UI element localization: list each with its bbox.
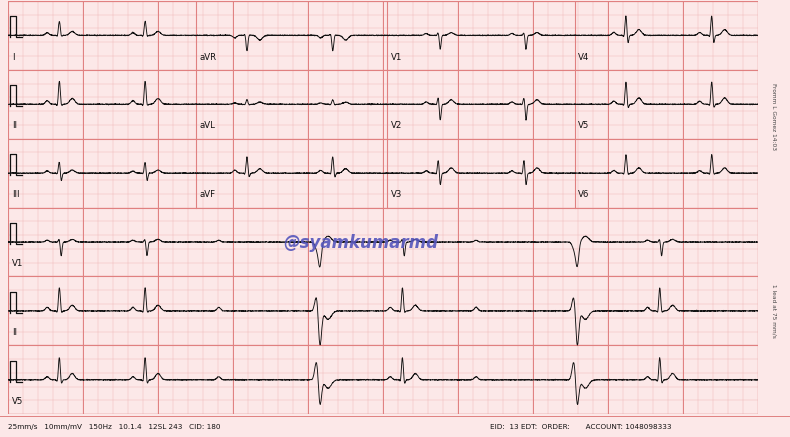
Text: V1: V1 (390, 52, 402, 62)
Text: Fromm L Gomez 14:03: Fromm L Gomez 14:03 (771, 83, 777, 150)
Text: V3: V3 (390, 190, 402, 199)
Text: 1 lead at 75 mm/s: 1 lead at 75 mm/s (771, 284, 777, 338)
Text: V4: V4 (578, 52, 589, 62)
Text: V1: V1 (12, 259, 23, 268)
Text: III: III (12, 190, 19, 199)
Text: aVF: aVF (199, 190, 216, 199)
Text: aVL: aVL (199, 121, 215, 130)
Text: 25mm/s   10mm/mV   150Hz   10.1.4   12SL 243   CID: 180: 25mm/s 10mm/mV 150Hz 10.1.4 12SL 243 CID… (8, 424, 220, 430)
Text: EID:  13 EDT:  ORDER:       ACCOUNT: 1048098333: EID: 13 EDT: ORDER: ACCOUNT: 1048098333 (490, 424, 672, 430)
Text: aVR: aVR (199, 52, 216, 62)
Text: V2: V2 (390, 121, 402, 130)
Text: II: II (12, 328, 17, 337)
Text: V5: V5 (12, 397, 23, 406)
Text: I: I (12, 52, 14, 62)
Text: V5: V5 (578, 121, 589, 130)
Text: II: II (12, 121, 17, 130)
Text: V6: V6 (578, 190, 589, 199)
Text: @syamkumarmd: @syamkumarmd (283, 234, 438, 252)
